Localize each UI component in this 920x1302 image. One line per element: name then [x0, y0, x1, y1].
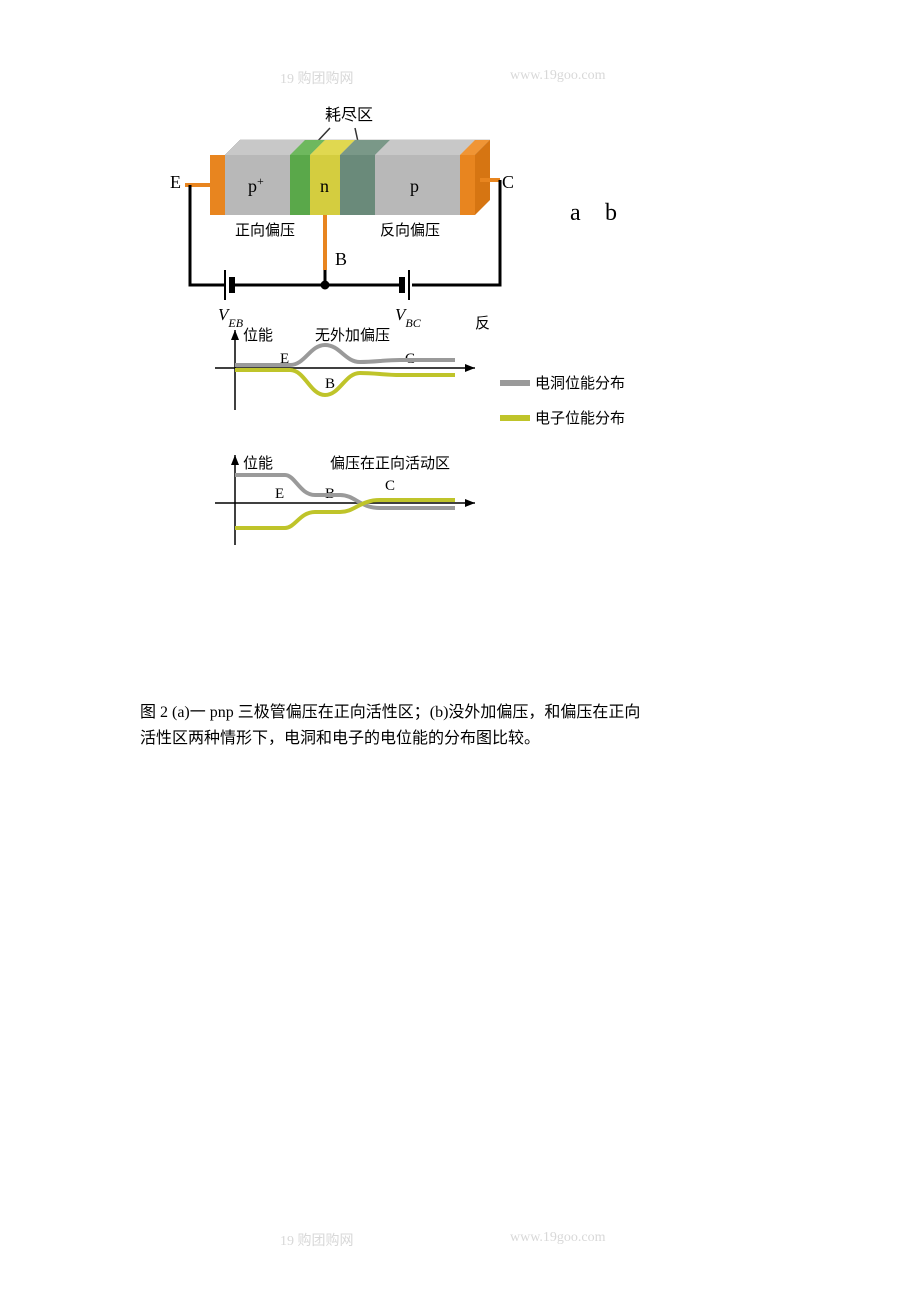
- g2-C: C: [385, 478, 395, 494]
- label-p: p: [410, 176, 419, 196]
- figure-container: a b 耗尽区: [140, 90, 780, 751]
- reverse-char: 反: [475, 315, 490, 332]
- collector-face-front: [460, 155, 475, 215]
- region-depletion-1: [290, 155, 310, 215]
- electron-curve-active: [235, 500, 455, 528]
- transistor-3d: p+ n p: [210, 140, 490, 215]
- pnp-diagram: a b 耗尽区: [140, 90, 780, 690]
- terminal-C: C: [502, 172, 514, 192]
- legend-electron: 电子位能分布: [535, 410, 625, 427]
- watermark-bottom-left: 19 购团购网: [280, 1230, 354, 1250]
- legend: 电洞位能分布 电子位能分布: [500, 375, 625, 427]
- figure-caption: 图 2 (a)一 pnp 三极管偏压在正向活性区；(b)没外加偏压，和偏压在正向…: [140, 700, 660, 751]
- bias-forward-label: 正向偏压: [235, 222, 295, 239]
- terminal-B: B: [335, 249, 347, 269]
- region-depletion-2: [340, 155, 375, 215]
- ylabel-2: 位能: [243, 455, 273, 472]
- depletion-label: 耗尽区: [325, 106, 373, 124]
- title-active: 偏压在正向活动区: [330, 455, 450, 472]
- panel-label-b: b: [605, 200, 617, 226]
- legend-hole: 电洞位能分布: [535, 375, 625, 392]
- bias-reverse-label: 反向偏压: [380, 222, 440, 239]
- watermark-top-left: 19 购团购网: [280, 68, 354, 88]
- panel-label-a: a: [570, 200, 581, 226]
- terminal-E: E: [170, 172, 181, 192]
- title-nobias: 无外加偏压: [315, 327, 390, 344]
- label-VEB: VEB: [218, 305, 244, 330]
- emitter-face: [210, 155, 225, 215]
- g2-E: E: [275, 486, 284, 502]
- watermark-top-right: www.19goo.com: [510, 68, 606, 84]
- watermark-bottom-right: www.19goo.com: [510, 1230, 606, 1246]
- transistor-block: 耗尽区: [170, 106, 514, 332]
- ylabel-1: 位能: [243, 327, 273, 344]
- label-n: n: [320, 176, 329, 196]
- graph-nobias: 位能 无外加偏压 E B C: [215, 327, 475, 410]
- electron-curve-nobias: [235, 370, 455, 395]
- g1-B: B: [325, 376, 335, 392]
- hole-curve-nobias: [235, 345, 455, 365]
- caption-line-1: 图 2 (a)一 pnp 三极管偏压在正向活性区；(b)没外加偏压，和偏压在正向: [140, 704, 640, 721]
- caption-line-2: 活性区两种情形下，电洞和电子的电位能的分布图比较。: [140, 730, 540, 747]
- graph-active: 位能 偏压在正向活动区 E B C: [215, 455, 475, 545]
- label-VBC: VBC: [395, 305, 422, 330]
